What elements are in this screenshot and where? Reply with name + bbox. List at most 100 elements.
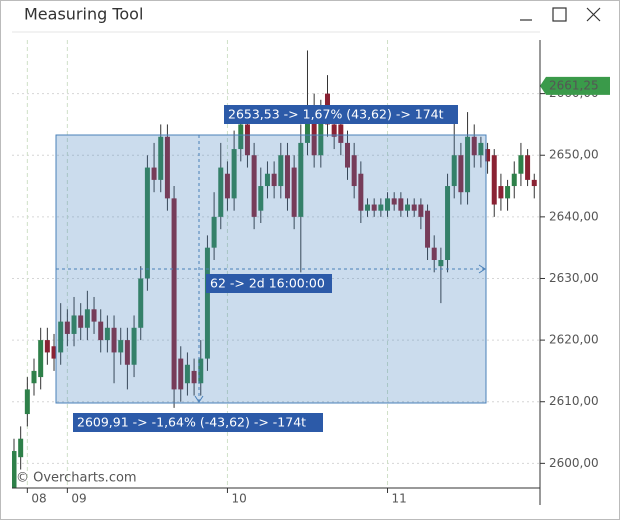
candle-body [138, 278, 144, 328]
close-button[interactable] [586, 7, 601, 22]
x-tick-label: 11 [392, 492, 407, 506]
candle-body [385, 198, 391, 211]
candle-body [371, 204, 377, 211]
candle-body [64, 321, 70, 334]
candle-body [44, 340, 50, 353]
candle-body [104, 327, 110, 341]
candle-body [278, 155, 284, 187]
candle-body [478, 142, 484, 156]
candle-body [304, 105, 310, 143]
candle-body [58, 321, 64, 353]
candle-body [298, 142, 304, 217]
candle-body [158, 136, 164, 180]
candle-body [518, 155, 524, 174]
measure-arrow [478, 264, 486, 274]
candle-body [458, 155, 464, 193]
candle-body [18, 438, 24, 458]
candle-body [118, 340, 124, 353]
candle-body [525, 155, 531, 180]
candle-body [218, 167, 224, 217]
candle-body [98, 321, 104, 341]
window-title: Measuring Tool [24, 5, 143, 24]
candle-body [244, 124, 250, 156]
candle-body [358, 173, 364, 211]
measure-arrow [194, 395, 204, 403]
candle-body [258, 186, 264, 211]
x-tick-label: 10 [231, 492, 246, 506]
measure-label: 2653,53 -> 1,67% (43,62) -> 174t [228, 107, 444, 122]
candle-body [204, 247, 210, 359]
measure-label-bg [206, 274, 332, 293]
y-tick-label: 2610,00 [549, 394, 599, 408]
candle-body [164, 136, 170, 199]
candle-body [378, 204, 384, 211]
x-tick-label: 09 [71, 492, 86, 506]
candle-body [124, 340, 130, 365]
candle-body [511, 173, 517, 187]
y-tick-label: 2640,00 [549, 209, 599, 223]
last-price-label: 2661,25 [549, 78, 599, 92]
maximize-button[interactable] [552, 7, 567, 22]
candle-body [111, 327, 117, 353]
candle-body [531, 179, 537, 187]
candle-body [451, 155, 457, 187]
candle-body [198, 358, 204, 384]
candle-body [351, 155, 357, 187]
candle-body [311, 105, 317, 156]
measure-label: 62 -> 2d 16:00:00 [210, 276, 325, 291]
last-price-tag [540, 76, 610, 95]
candle-body [445, 186, 451, 260]
watermark: © Overcharts.com [16, 471, 137, 486]
candle-body [291, 167, 297, 217]
candle-body [391, 198, 397, 205]
candle-body [425, 210, 431, 248]
candle-body [24, 389, 30, 415]
candle-body [318, 118, 324, 156]
measure-label-bg [224, 105, 458, 124]
candle-body [345, 142, 350, 168]
candle-body [84, 309, 90, 328]
candle-body [238, 124, 244, 150]
candle-body [338, 124, 344, 143]
candle-body [271, 173, 277, 187]
candle-body [418, 204, 424, 217]
candle-body [151, 167, 157, 180]
candle-body [191, 370, 197, 384]
candle-body [398, 198, 404, 211]
candle-body [284, 155, 290, 199]
y-tick-label: 2600,00 [549, 456, 599, 470]
candle-body [178, 358, 184, 390]
candle-body [131, 327, 137, 365]
candle-body [411, 204, 417, 211]
candle-body [505, 186, 511, 199]
candle-body [365, 204, 371, 211]
candle-body [231, 149, 237, 199]
candle-body [405, 204, 411, 211]
candle-body [251, 155, 257, 217]
candle-body [184, 364, 190, 384]
candle-body [471, 136, 477, 156]
candle-body [78, 315, 84, 328]
measure-label: 2609,91 -> -1,64% (-43,62) -> -174t [77, 415, 306, 430]
candle-body [485, 149, 491, 162]
measure-label-bg [73, 413, 323, 432]
candle-body [224, 173, 230, 199]
candle-body [51, 346, 57, 359]
candle-body [38, 340, 44, 378]
candle-body [498, 186, 504, 199]
y-tick-label: 2650,00 [549, 148, 599, 162]
candle-body [465, 136, 471, 193]
candle-body [31, 370, 37, 384]
measure-box [55, 134, 487, 404]
candle-body [431, 247, 437, 260]
y-tick-label: 2630,00 [549, 271, 599, 285]
candle-body [71, 315, 77, 334]
candle-body [171, 198, 177, 390]
x-tick-label: 08 [31, 492, 46, 506]
candle-body [211, 216, 217, 248]
candle-body [91, 309, 97, 322]
candle-body [331, 124, 337, 137]
candle-body [264, 173, 270, 187]
y-tick-label: 2620,00 [549, 333, 599, 347]
